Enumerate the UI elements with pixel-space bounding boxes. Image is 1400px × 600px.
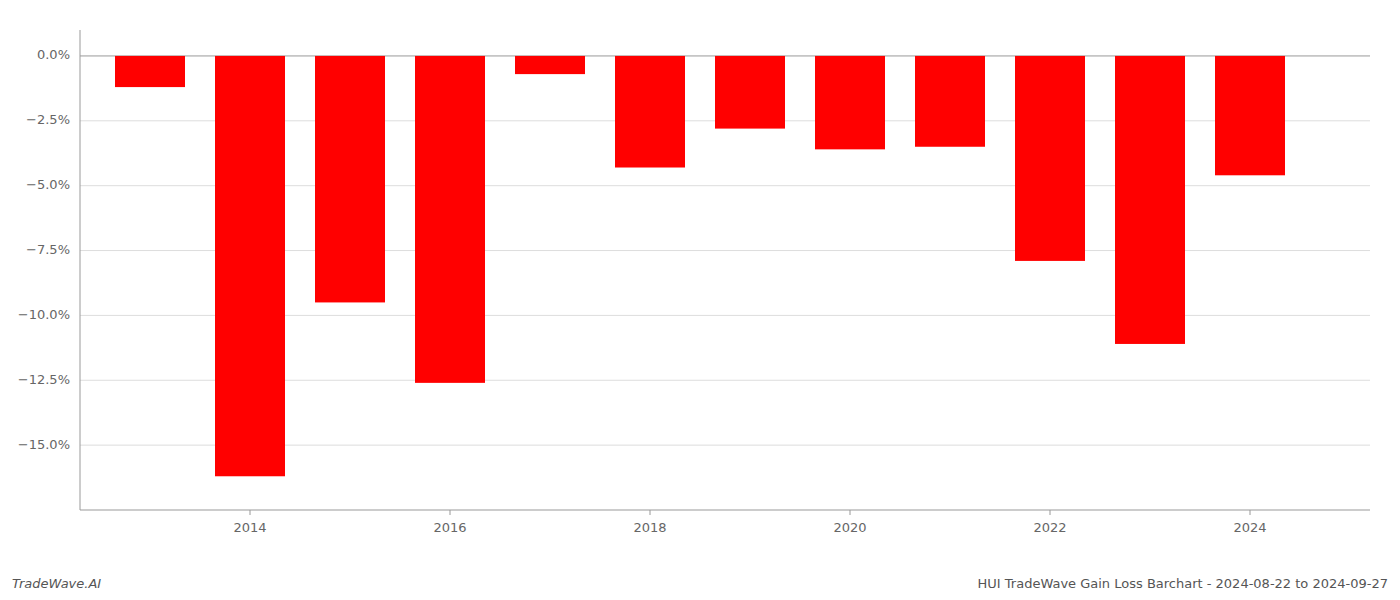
- bar: [1015, 56, 1085, 261]
- chart-container: 0.0% −2.5% −5.0% −7.5% −10.0% −12.5% −15.0% 201…: [0, 0, 1400, 600]
- bar: [315, 56, 385, 302]
- bar: [1215, 56, 1285, 175]
- x-tick-label: 2020: [833, 520, 866, 535]
- y-axis-line: [80, 30, 81, 510]
- x-tick: [1050, 510, 1051, 515]
- x-tick-label: 2016: [433, 520, 466, 535]
- bar: [615, 56, 685, 168]
- bars: [115, 56, 1285, 476]
- bar: [915, 56, 985, 147]
- bar: [115, 56, 185, 87]
- x-tick: [650, 510, 651, 515]
- y-tick-label: 0.0%: [37, 47, 70, 62]
- y-tick-label: −7.5%: [26, 242, 70, 257]
- x-tick-label: 2024: [1233, 520, 1266, 535]
- chart-svg: 0.0% −2.5% −5.0% −7.5% −10.0% −12.5% −15.0% 201…: [0, 0, 1400, 600]
- footer-right: HUI TradeWave Gain Loss Barchart - 2024-…: [978, 576, 1388, 591]
- x-tick-label: 2018: [633, 520, 666, 535]
- footer-left: TradeWave.AI: [12, 576, 101, 591]
- bar: [715, 56, 785, 129]
- y-tick-label: −2.5%: [26, 112, 70, 127]
- bar: [415, 56, 485, 383]
- x-axis-line: [80, 510, 1370, 511]
- y-tick-label: −10.0%: [18, 307, 70, 322]
- bar: [1115, 56, 1185, 344]
- bar: [215, 56, 285, 476]
- x-tick: [850, 510, 851, 515]
- x-tick-label: 2014: [233, 520, 266, 535]
- bar: [815, 56, 885, 149]
- x-tick: [450, 510, 451, 515]
- y-tick-label: −12.5%: [18, 372, 70, 387]
- y-tick-label: −5.0%: [26, 177, 70, 192]
- y-tick-label: −15.0%: [18, 437, 70, 452]
- y-tick-labels: 0.0% −2.5% −5.0% −7.5% −10.0% −12.5% −15.0%: [18, 47, 70, 451]
- x-ticks: 2014 2016 2018 2020 2022 2024: [233, 510, 1266, 535]
- bar: [515, 56, 585, 74]
- x-tick: [1250, 510, 1251, 515]
- x-tick-label: 2022: [1033, 520, 1066, 535]
- x-tick: [250, 510, 251, 515]
